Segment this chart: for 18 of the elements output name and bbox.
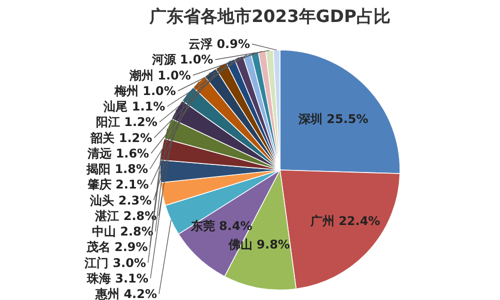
slice-label: 梅州 1.0% (113, 84, 176, 98)
slice-label: 清远 1.6% (86, 146, 150, 160)
slice-label: 江门 3.0% (84, 256, 146, 270)
slice-label: 潮州 1.0% (128, 68, 191, 82)
slice-label: 汕头 2.3% (89, 193, 152, 208)
slice-label: 深圳 25.5% (297, 112, 368, 126)
slice-label: 阳江 1.2% (96, 115, 158, 130)
slice-label: 惠州 4.2% (94, 287, 157, 300)
slice-label: 汕尾 1.1% (102, 100, 166, 114)
chart-title: 广东省各地市2023年GDP占比 (148, 7, 390, 27)
slice-label: 肇庆 2.1% (86, 178, 149, 192)
slice-label: 韶关 1.2% (90, 130, 152, 145)
slice-label: 云浮 0.9% (188, 37, 250, 51)
slice-label: 河源 1.0% (150, 52, 214, 67)
slice-label: 揭阳 1.8% (86, 162, 148, 176)
slice-label: 珠海 3.1% (86, 271, 148, 286)
slice-label: 茂名 2.9% (85, 240, 148, 254)
slice-label: 广州 22.4% (309, 214, 380, 228)
